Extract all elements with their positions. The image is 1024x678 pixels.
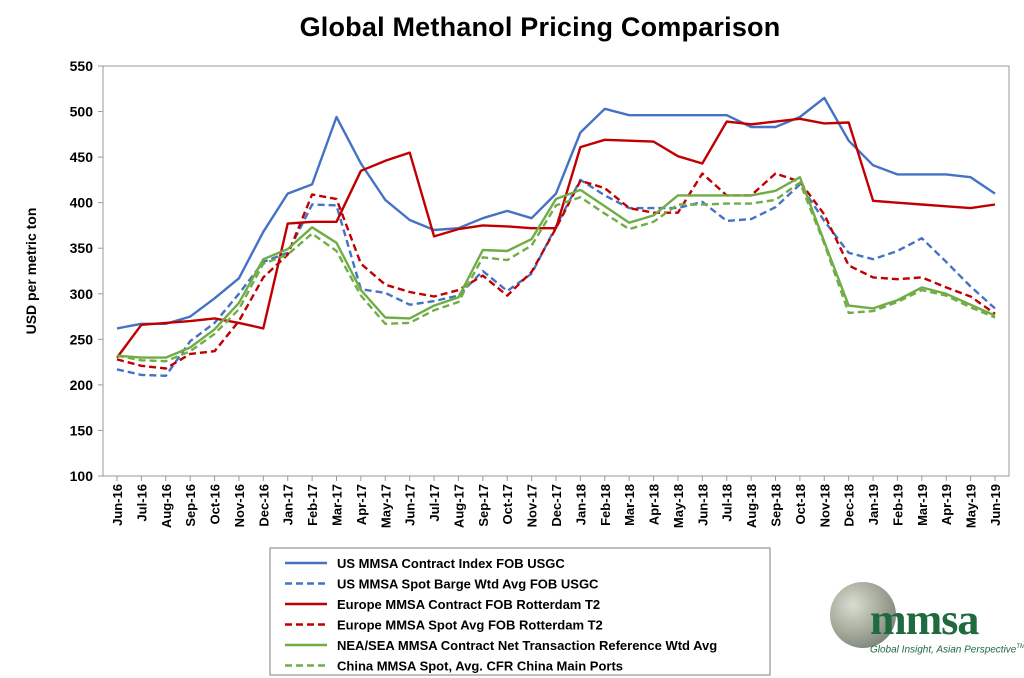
legend-box: [269, 547, 771, 676]
series-line-3: [116, 117, 996, 359]
y-tick-label: 100: [70, 468, 94, 484]
x-tick-label: Jun-17: [403, 484, 418, 526]
x-tick-label: Jul-17: [427, 484, 442, 522]
x-tick-label: May-19: [964, 484, 979, 528]
plot-area: [102, 65, 1010, 477]
x-tick-label: Jul-16: [134, 484, 149, 522]
chart-title: Global Methanol Pricing Comparison: [299, 12, 781, 42]
y-tick-label: 550: [70, 58, 94, 74]
series-lines: [116, 96, 996, 377]
y-axis-label: USD per metric ton: [23, 208, 39, 335]
x-tick-label: Nov-16: [232, 484, 247, 527]
y-tick-label: 250: [70, 331, 94, 347]
series-line-4: [116, 172, 996, 370]
x-tick-label: Jun-16: [110, 484, 125, 526]
y-tick-label: 150: [70, 422, 94, 438]
legend-label-4: Europe MMSA Spot Avg FOB Rotterdam T2: [337, 618, 603, 633]
x-tick-label: Jul-18: [720, 484, 735, 522]
x-tick-label: Apr-19: [939, 484, 954, 525]
y-axis-ticks: 100 150 200 250 300 350 400 450 500 550: [70, 58, 103, 484]
x-tick-label: Aug-17: [451, 484, 466, 528]
x-tick-label: Oct-17: [500, 484, 515, 524]
logo-wordmark: mmsa: [870, 595, 979, 644]
legend-label-2: US MMSA Spot Barge Wtd Avg FOB USGC: [337, 577, 599, 592]
x-tick-label: Mar-18: [622, 484, 637, 526]
y-tick-label: 500: [70, 104, 94, 120]
y-tick-label: 400: [70, 195, 94, 211]
series-line-6: [116, 181, 996, 363]
legend-label-6: China MMSA Spot, Avg. CFR China Main Por…: [337, 659, 623, 674]
legend: US MMSA Contract Index FOB USGC US MMSA S…: [285, 556, 717, 674]
x-tick-label: Sep-16: [183, 484, 198, 527]
globe-icon: [830, 582, 896, 648]
x-tick-label: Apr-17: [354, 484, 369, 525]
x-tick-label: Dec-18: [842, 484, 857, 527]
x-tick-label: Apr-18: [647, 484, 662, 525]
x-tick-label: Sep-18: [769, 484, 784, 527]
mmsa-logo: mmsa Global Insight, Asian PerspectiveTM: [830, 574, 1024, 674]
x-tick-label: Feb-17: [305, 484, 320, 526]
x-tick-label: Oct-18: [793, 484, 808, 524]
series-line-5: [116, 175, 996, 359]
x-tick-label: Feb-18: [598, 484, 613, 526]
y-tick-label: 350: [70, 240, 94, 256]
x-tick-label: Jan-19: [866, 484, 881, 525]
x-tick-label: Jan-17: [281, 484, 296, 525]
x-tick-label: Jan-18: [573, 484, 588, 525]
x-axis-ticks: Jun-16 Jul-16 Aug-16 Sep-16 Oct-16 Nov-16 Dec-…: [110, 476, 1003, 528]
x-tick-label: Aug-18: [744, 484, 759, 528]
x-tick-label: Dec-17: [549, 484, 564, 527]
y-tick-label: 200: [70, 377, 94, 393]
x-tick-label: Aug-16: [159, 484, 174, 528]
x-tick-label: Mar-17: [330, 484, 345, 526]
x-tick-label: May-17: [378, 484, 393, 528]
legend-label-1: US MMSA Contract Index FOB USGC: [337, 556, 565, 571]
x-tick-label: Nov-17: [525, 484, 540, 527]
x-tick-label: Sep-17: [476, 484, 491, 527]
legend-label-3: Europe MMSA Contract FOB Rotterdam T2: [337, 597, 600, 612]
x-tick-label: Oct-16: [208, 484, 223, 524]
x-tick-label: May-18: [671, 484, 686, 528]
logo-tagline: Global Insight, Asian PerspectiveTM: [870, 644, 1024, 656]
series-line-1: [116, 96, 996, 330]
x-tick-label: Dec-16: [256, 484, 271, 527]
x-tick-label: Mar-19: [915, 484, 930, 526]
x-tick-label: Jun-19: [988, 484, 1003, 526]
legend-label-5: NEA/SEA MMSA Contract Net Transaction Re…: [337, 638, 717, 653]
x-tick-label: Feb-19: [890, 484, 905, 526]
x-tick-label: Jun-18: [695, 484, 710, 526]
y-tick-label: 300: [70, 286, 94, 302]
x-tick-label: Nov-18: [817, 484, 832, 527]
y-tick-label: 450: [70, 149, 94, 165]
